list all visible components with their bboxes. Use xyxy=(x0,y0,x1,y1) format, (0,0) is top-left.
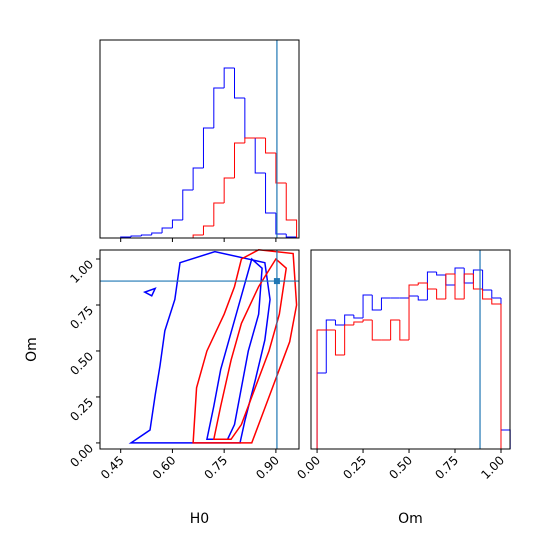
hist-step xyxy=(234,142,245,178)
hist-step xyxy=(234,68,245,99)
hist-step xyxy=(182,189,194,220)
contour-line xyxy=(142,287,157,297)
hist-step xyxy=(500,304,511,450)
hist-step xyxy=(202,225,214,235)
hist-step xyxy=(472,269,483,283)
hist-step xyxy=(371,295,382,311)
hist-step xyxy=(353,321,364,325)
hist-step xyxy=(244,137,256,143)
hist-step xyxy=(417,282,428,285)
hist-step xyxy=(482,289,492,300)
hist-step xyxy=(192,167,204,190)
y-axis-label: Om xyxy=(24,337,40,362)
hist-step xyxy=(316,329,327,449)
hist-step xyxy=(399,320,410,341)
hist-step xyxy=(334,320,345,326)
hist-step xyxy=(325,319,336,373)
hist-step xyxy=(454,267,465,285)
x-tick-label: 0.25 xyxy=(340,453,369,482)
hist-step xyxy=(417,296,428,301)
hist-step xyxy=(445,275,456,286)
hist-step xyxy=(408,295,419,298)
y-tick-label: 0.25 xyxy=(67,395,96,424)
hist-step xyxy=(254,138,266,174)
hist-step xyxy=(285,234,298,238)
contour-line xyxy=(205,257,263,441)
hist-step xyxy=(454,274,465,300)
hist-step xyxy=(171,219,183,228)
axes-frame xyxy=(99,249,300,450)
hist-step xyxy=(275,153,287,184)
hist-step xyxy=(491,290,501,299)
hist-step xyxy=(472,274,483,290)
hist-step xyxy=(334,330,345,356)
x-tick-label: 0.90 xyxy=(253,453,282,482)
hist-step xyxy=(213,202,225,226)
hist-step xyxy=(130,235,142,237)
x-tick-label: 0.75 xyxy=(201,453,230,482)
x-tick-label: 0.00 xyxy=(294,453,323,482)
axes-frame xyxy=(99,39,300,239)
hist-step xyxy=(161,227,173,233)
hist-step xyxy=(445,273,456,299)
axes-frame xyxy=(310,249,511,450)
hist-step xyxy=(344,324,354,355)
hist-step xyxy=(202,127,214,168)
y-tick-label: 1.00 xyxy=(67,257,96,286)
hist-step xyxy=(463,268,474,284)
hist-step xyxy=(408,284,419,340)
y-tick-label: 0.00 xyxy=(67,441,96,470)
hist-step xyxy=(500,298,511,449)
x-tick-label: 0.60 xyxy=(150,453,179,482)
hist-step xyxy=(316,372,327,449)
hist-step xyxy=(426,283,437,290)
hist-step xyxy=(213,87,225,128)
hist-step xyxy=(223,67,235,88)
hist-step xyxy=(482,270,492,291)
hist-step xyxy=(362,319,373,322)
hist-step xyxy=(380,297,391,310)
x-axis-label: Om xyxy=(398,511,423,527)
hist-step xyxy=(285,183,298,238)
hist-step xyxy=(140,234,152,236)
x-tick-label: 0.75 xyxy=(432,453,461,482)
y-tick-label: 0.50 xyxy=(67,349,96,378)
contour-line xyxy=(212,257,288,441)
hist-step xyxy=(353,315,364,319)
hist-step xyxy=(463,273,474,299)
x-tick-label: 0.50 xyxy=(386,453,415,482)
hist-step xyxy=(491,299,501,305)
x-tick-label: 0.45 xyxy=(98,453,127,482)
x-tick-label: 1.00 xyxy=(478,453,507,482)
hist-step xyxy=(344,314,354,325)
truth-marker xyxy=(273,278,280,285)
hist-step xyxy=(426,271,437,300)
y-tick-label: 0.75 xyxy=(67,303,96,332)
hist-step xyxy=(362,294,373,318)
hist-step xyxy=(151,232,163,235)
hist-step xyxy=(275,213,287,235)
hist-step xyxy=(371,320,382,341)
hist-step xyxy=(223,177,235,203)
hist-step xyxy=(265,138,276,154)
hist-step xyxy=(265,173,276,214)
contour-line xyxy=(192,249,298,444)
hist-step xyxy=(436,272,446,276)
x-axis-label: H0 xyxy=(190,511,209,527)
hist-step xyxy=(244,98,256,139)
hist-step xyxy=(436,289,446,300)
hist-step xyxy=(192,234,204,238)
hist-step xyxy=(390,319,400,340)
